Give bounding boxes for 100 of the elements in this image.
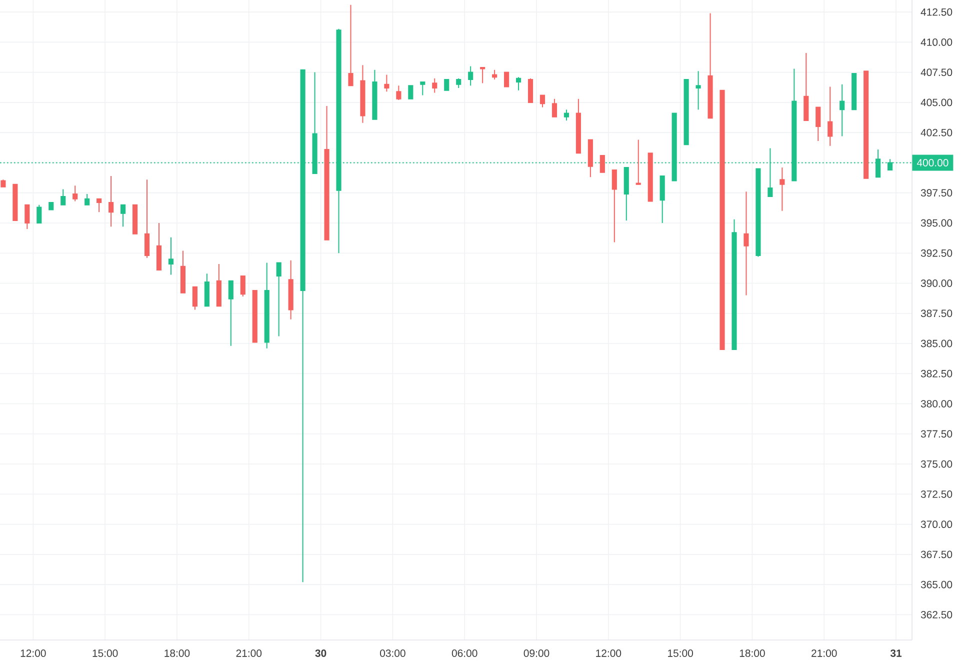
y-tick-label: 410.00 [920,38,952,46]
y-tick-label: 367.50 [920,550,952,558]
candlestick [192,286,198,310]
y-tick-label: 375.00 [920,460,952,468]
candlestick [576,98,581,154]
candlestick [828,86,833,146]
candlestick [840,84,845,137]
y-tick-label: 407.50 [920,68,952,76]
candlestick [864,70,869,179]
candlestick [72,185,78,202]
x-tick-label: 21:00 [812,650,837,657]
candlestick [168,236,174,276]
candlestick [720,90,725,350]
candlestick [516,76,522,91]
y-tick-label: 382.50 [920,370,952,378]
candlestick [252,290,258,343]
candlestick [396,85,402,101]
candlestick [600,154,605,173]
x-tick-label: 30 [315,650,326,657]
candlestick [180,250,186,294]
x-tick-label: 18:00 [164,650,190,657]
y-tick-label: 380.00 [920,400,952,408]
candlestick [612,169,617,243]
y-tick-label: 362.50 [920,610,952,618]
candlestick [468,66,474,86]
y-tick-label: 387.50 [920,310,952,318]
candlestick [372,69,378,120]
candlestick [684,79,689,146]
candlestick [420,81,426,96]
candlestick [444,79,450,91]
candlestick [552,98,558,118]
candlestick [732,218,737,350]
candlestick [456,78,462,88]
y-tick-label: 390.00 [920,280,952,287]
candlestick [780,167,785,212]
candlestick [384,74,390,92]
candlestick [204,273,210,307]
x-tick-label: 09:00 [524,650,550,657]
candlestick [672,112,677,182]
candlestick [216,263,222,307]
candlestick [528,78,534,103]
candlestick [360,64,366,124]
candlestick [852,73,857,110]
candlestick [276,262,282,337]
candlestick [504,72,510,88]
y-tick-label: 370.00 [920,520,952,528]
candlestick [624,167,629,222]
candlestick [144,179,150,258]
candlestick [288,260,294,320]
candlestick [24,204,30,230]
candlestick [96,198,102,213]
x-tick-label: 03:00 [380,650,406,657]
x-tick-label: 15:00 [668,650,693,657]
candlestick [348,4,354,86]
candlestick [0,179,6,188]
y-tick-label: 397.50 [920,189,952,197]
candlestick [492,69,498,80]
candlestick [564,109,569,122]
candlestick [156,222,162,270]
y-tick-label: 402.50 [920,128,952,136]
candlestick [12,184,18,222]
x-tick-label: 21:00 [236,650,262,657]
candlestick [636,139,641,185]
candlestick [708,12,713,119]
x-tick-label: 18:00 [740,650,765,657]
candlestick [48,202,54,210]
y-tick-label: 405.00 [920,98,952,106]
x-tick-label: 15:00 [92,650,118,657]
candlestick [324,106,330,240]
candlestick [132,204,138,234]
candlestick [540,94,546,108]
candlestick [432,78,438,94]
candlestick [108,175,114,228]
candlestick [120,204,126,228]
candlestick [60,188,66,206]
ref-line-label: 400.00 [916,159,948,166]
y-tick-label: 395.00 [920,219,952,227]
candlestick [660,175,665,224]
y-tick-label: 392.50 [920,249,952,257]
candlestick [228,280,234,346]
y-tick-label: 385.00 [920,340,952,348]
candlestick [744,191,749,296]
candlestick [408,85,414,100]
y-tick-label: 377.50 [920,430,952,438]
candlestick [588,139,593,178]
x-tick-label: 31 [890,650,902,657]
candlestick [36,204,42,224]
candlestick [240,276,246,297]
y-tick-label: 412.50 [920,8,952,16]
candlestick [480,66,486,84]
candlestick [648,152,653,202]
x-tick-label: 12:00 [596,650,622,657]
y-tick-label: 372.50 [920,490,952,498]
candlestick [804,52,809,122]
x-tick-label: 06:00 [452,650,478,657]
x-tick-label: 12:00 [20,650,46,657]
candlestick [756,168,761,258]
candlestick [84,194,90,206]
y-tick-label: 365.00 [920,580,952,588]
candlestick [696,70,701,110]
